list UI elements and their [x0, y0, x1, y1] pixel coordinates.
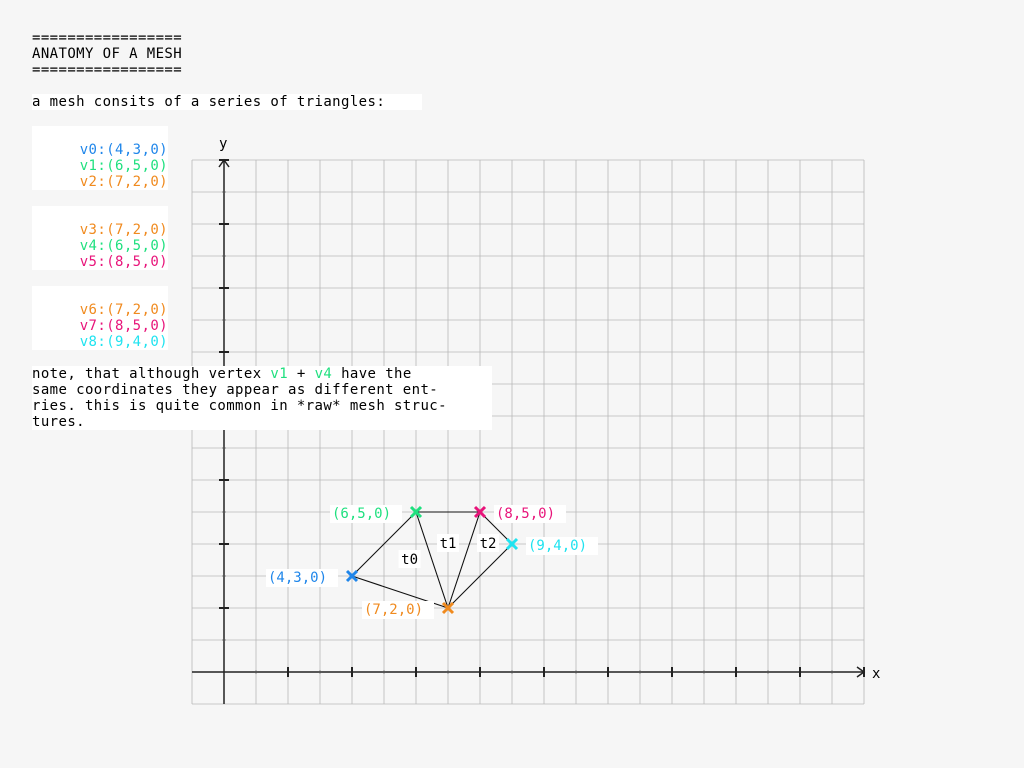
triangle-label: t2: [480, 536, 497, 552]
triangle-bg: [32, 206, 168, 222]
note-line1-b: have the: [332, 366, 412, 382]
vertex-entry: v3:(7,2,0): [32, 222, 168, 238]
y-tick-dot: [222, 574, 226, 578]
vertex-markers: [345, 505, 519, 615]
note-line3: ries. this is quite common in *raw* mesh…: [32, 398, 447, 414]
triangle-label: t1: [440, 536, 457, 552]
x-tick-dot: [446, 670, 450, 674]
vertex-entry: v8:(9,4,0): [32, 334, 168, 350]
triangle-bg: [32, 286, 168, 302]
vertex-label-bg: [494, 505, 566, 523]
note-v4: v4: [314, 366, 333, 382]
vertex-marker: [473, 505, 487, 519]
mesh-edge: [479, 511, 513, 545]
triangle-label-bg: [437, 534, 459, 552]
x-tick-dot: [510, 670, 514, 674]
mesh-edge: [447, 511, 481, 609]
vertex-label-bg: [330, 505, 402, 523]
header-rule-top: =================: [32, 30, 183, 46]
triangle-bg: [32, 126, 168, 142]
y-tick-dot: [222, 318, 226, 322]
note-plus: +: [288, 366, 315, 382]
note-line2: same coordinates they appear as differen…: [32, 382, 439, 398]
note-text: note, that although vertex v1 + v4 have …: [32, 366, 492, 430]
y-tick-dot: [222, 638, 226, 642]
header-rule-bottom: =================: [32, 62, 183, 78]
vertex-label: (8,5,0): [496, 506, 555, 522]
triangle-label-bg: [477, 534, 499, 552]
x-tick-dot: [318, 670, 322, 674]
vertex-marker: [345, 569, 359, 583]
y-tick-dot: [222, 190, 226, 194]
vertex-label: (7,2,0): [364, 602, 423, 618]
y-tick-dot: [222, 510, 226, 514]
x-tick-dot: [574, 670, 578, 674]
x-tick-dot: [638, 670, 642, 674]
vertex-label: (4,3,0): [268, 570, 327, 586]
vertex-entry: v1:(6,5,0): [32, 158, 168, 174]
page-title: ANATOMY OF A MESH: [32, 46, 183, 62]
intro-text: a mesh consits of a series of triangles:: [32, 94, 422, 110]
mesh-edge: [415, 511, 449, 609]
axes: xy: [192, 136, 880, 704]
vertex-label: (6,5,0): [332, 506, 391, 522]
vertex-marker: [505, 537, 519, 551]
vertex-labels: t0 t1 t2 (4,3,0) (6,5,0) (7,2,0) (8,5,0) (9,4,0…: [266, 505, 598, 619]
y-tick-dot: [222, 446, 226, 450]
vertex-marker: [409, 505, 423, 519]
x-tick-dot: [702, 670, 706, 674]
vertex-entry: v4:(6,5,0): [32, 238, 168, 254]
x-tick-dot: [830, 670, 834, 674]
y-axis-label: y: [219, 136, 227, 152]
note-line4: tures.: [32, 414, 85, 430]
vertex-entry: v7:(8,5,0): [32, 318, 168, 334]
vertex-label-bg: [266, 569, 338, 587]
vertex-entry: v5:(8,5,0): [32, 254, 168, 270]
vertex-entry: v2:(7,2,0): [32, 174, 168, 190]
triangle-label-bg: [398, 550, 421, 568]
note-v1: v1: [270, 366, 289, 382]
mesh-edges: [351, 511, 513, 609]
x-axis-label: x: [872, 666, 880, 682]
y-tick-dot: [222, 254, 226, 258]
mesh-edge: [351, 511, 417, 577]
triangle-label: t0: [401, 552, 418, 568]
note-line1-a: note, that although vertex: [32, 366, 271, 382]
grid-lines: [191, 159, 865, 705]
x-tick-dot: [382, 670, 386, 674]
vertex-entry: v0:(4,3,0): [32, 142, 168, 158]
mesh-edge: [447, 543, 513, 609]
vertex-marker: [441, 601, 455, 615]
vertex-label: (9,4,0): [528, 538, 587, 554]
x-tick-dot: [766, 670, 770, 674]
vertex-label-bg: [362, 601, 434, 619]
vertex-label-bg: [526, 537, 598, 555]
vertex-entry: v6:(7,2,0): [32, 302, 168, 318]
x-tick-dot: [254, 670, 258, 674]
